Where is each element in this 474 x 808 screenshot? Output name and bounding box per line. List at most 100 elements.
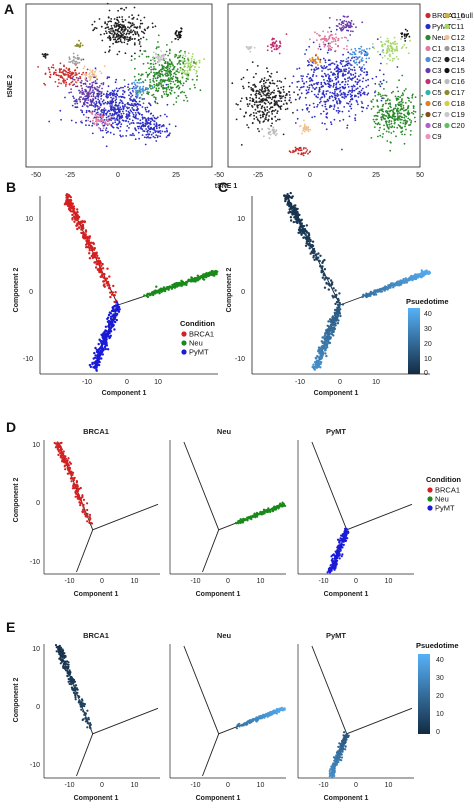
tsne-point bbox=[351, 89, 353, 92]
tsne-point bbox=[160, 78, 163, 81]
tsne-point bbox=[86, 105, 88, 107]
tsne-point bbox=[342, 60, 345, 62]
tsne-point bbox=[119, 40, 122, 43]
tsne-point bbox=[113, 32, 116, 35]
tsne-point bbox=[63, 69, 65, 71]
tsne-point bbox=[374, 95, 377, 97]
tsne-point bbox=[387, 44, 389, 47]
tsne-point bbox=[294, 149, 297, 152]
tsne-point bbox=[324, 103, 327, 106]
tsne-point bbox=[387, 57, 389, 60]
cell-point bbox=[337, 299, 340, 302]
tsne-point bbox=[313, 71, 315, 73]
tsne-point bbox=[112, 108, 114, 111]
tsne-point bbox=[403, 89, 406, 92]
tsne-point bbox=[362, 77, 365, 80]
tsne-point bbox=[266, 109, 269, 111]
tsne-point bbox=[311, 116, 314, 119]
tsne-point bbox=[309, 58, 311, 60]
cell-point bbox=[88, 257, 92, 260]
tsne-point bbox=[107, 109, 110, 112]
tsne-point bbox=[262, 92, 265, 94]
tsne-point bbox=[122, 34, 125, 36]
tsne-point bbox=[71, 73, 73, 76]
tsne-point bbox=[300, 75, 303, 77]
cell-point bbox=[286, 193, 289, 196]
tsne-point bbox=[326, 79, 329, 82]
cell-point bbox=[108, 275, 111, 278]
trajectory-pseudotime-panel: 10 0 -10 -10 0 10 Component 1 Component … bbox=[226, 191, 449, 397]
tsne-point bbox=[108, 28, 110, 30]
tsne-point bbox=[380, 62, 382, 65]
tsne-point bbox=[345, 24, 348, 27]
tsne-point bbox=[400, 112, 403, 115]
tsne-point bbox=[169, 63, 172, 66]
tsne-point bbox=[333, 104, 336, 106]
tsne-point bbox=[336, 75, 339, 78]
tsne-point bbox=[103, 107, 106, 110]
tsne-point bbox=[269, 43, 272, 46]
tsne-point bbox=[126, 102, 129, 105]
tsne-point bbox=[102, 113, 105, 115]
cell-point bbox=[75, 224, 79, 227]
tsne-point bbox=[282, 85, 285, 88]
cell-point bbox=[100, 264, 103, 267]
tsne-point bbox=[339, 101, 342, 103]
cell-point bbox=[317, 252, 320, 255]
tsne-point bbox=[199, 89, 202, 92]
tsne-point bbox=[44, 53, 47, 55]
tsne-point bbox=[344, 86, 346, 89]
cell-point bbox=[321, 270, 324, 274]
tsne-point bbox=[247, 46, 250, 48]
tsne-point bbox=[104, 121, 107, 124]
tsne-point bbox=[267, 127, 269, 130]
tsne-point bbox=[328, 80, 330, 83]
tsne-point bbox=[142, 36, 145, 39]
cell-point bbox=[298, 231, 301, 234]
tsne-point bbox=[110, 101, 113, 103]
tsne-point bbox=[348, 110, 350, 112]
tsne-point bbox=[319, 98, 322, 100]
cell-point bbox=[334, 295, 338, 299]
tsne-point bbox=[134, 52, 136, 55]
tsne-point bbox=[117, 33, 120, 36]
tsne-point bbox=[373, 47, 376, 50]
tsne-point bbox=[349, 68, 352, 71]
tsne-point bbox=[86, 94, 89, 96]
tsne-point bbox=[313, 106, 316, 108]
tsne-point bbox=[298, 149, 300, 152]
tsne-point bbox=[89, 100, 92, 103]
tsne-point bbox=[44, 84, 47, 86]
tsne-point bbox=[343, 26, 346, 28]
tsne-point bbox=[271, 38, 273, 41]
cell-point bbox=[309, 238, 312, 242]
tsne-point bbox=[358, 56, 360, 59]
tsne-point bbox=[257, 127, 259, 130]
tsne-point bbox=[174, 76, 177, 79]
tsne-point bbox=[395, 99, 398, 101]
tsne-point bbox=[305, 126, 308, 129]
tsne-point bbox=[140, 127, 142, 130]
tsne-point bbox=[335, 109, 338, 112]
tsne-point bbox=[331, 38, 334, 40]
cell-point bbox=[383, 288, 386, 291]
tsne-point bbox=[187, 65, 190, 67]
tsne-point bbox=[149, 103, 151, 105]
trajectory-c-points bbox=[283, 191, 432, 371]
tsne-point bbox=[355, 55, 357, 58]
tsne-point bbox=[57, 78, 60, 81]
tsne-point bbox=[291, 82, 294, 84]
tsne-point bbox=[303, 130, 306, 133]
tsne-point bbox=[179, 63, 182, 65]
cell-point bbox=[308, 247, 311, 250]
tsne-point bbox=[80, 120, 83, 122]
tsne-point bbox=[149, 84, 152, 87]
cell-point bbox=[324, 276, 327, 279]
cell-point bbox=[113, 300, 116, 304]
cell-point bbox=[97, 349, 100, 352]
tsne-point bbox=[283, 91, 285, 93]
tsne-point bbox=[240, 144, 243, 146]
tsne-point bbox=[157, 56, 160, 59]
tsne-point bbox=[125, 119, 127, 122]
tsne-point bbox=[44, 55, 46, 58]
